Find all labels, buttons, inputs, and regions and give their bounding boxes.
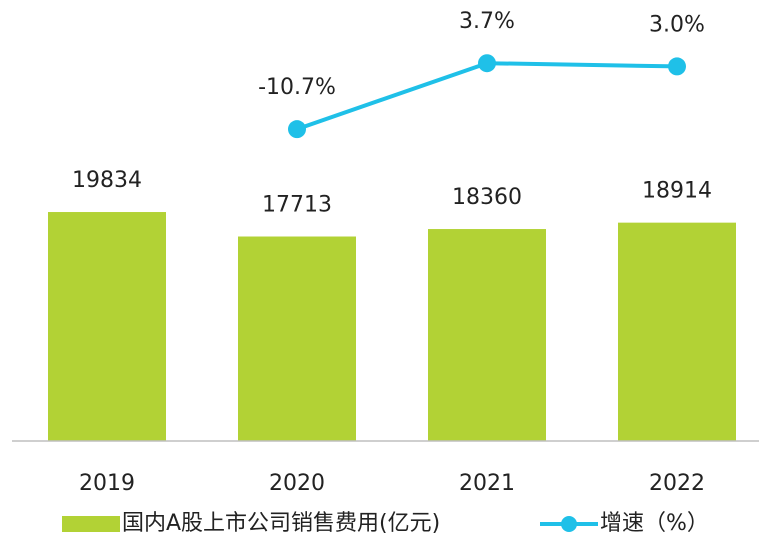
legend-marker bbox=[561, 516, 577, 532]
legend-label: 国内A股上市公司销售费用(亿元) bbox=[122, 511, 440, 536]
data-label: 17713 bbox=[262, 193, 332, 218]
data-label: 19834 bbox=[72, 168, 142, 193]
bar bbox=[48, 212, 166, 441]
bar bbox=[618, 222, 736, 441]
line-marker bbox=[288, 120, 306, 139]
x-tick-label: 2019 bbox=[79, 471, 135, 496]
data-label: 3.0% bbox=[649, 12, 705, 37]
x-tick-label: 2021 bbox=[459, 471, 515, 496]
bar bbox=[238, 236, 356, 441]
line-marker bbox=[668, 57, 686, 76]
x-tick-label: 2022 bbox=[649, 471, 705, 496]
x-tick-label: 2020 bbox=[269, 471, 325, 496]
data-label: 18360 bbox=[452, 185, 522, 210]
bar bbox=[428, 229, 546, 441]
legend-label: 增速（%） bbox=[600, 511, 709, 536]
data-label: 3.7% bbox=[459, 9, 515, 34]
legend-swatch bbox=[62, 516, 120, 532]
data-label: -10.7% bbox=[258, 75, 336, 100]
line-marker bbox=[478, 54, 496, 73]
line bbox=[296, 61, 678, 132]
data-label: 18914 bbox=[642, 179, 712, 204]
